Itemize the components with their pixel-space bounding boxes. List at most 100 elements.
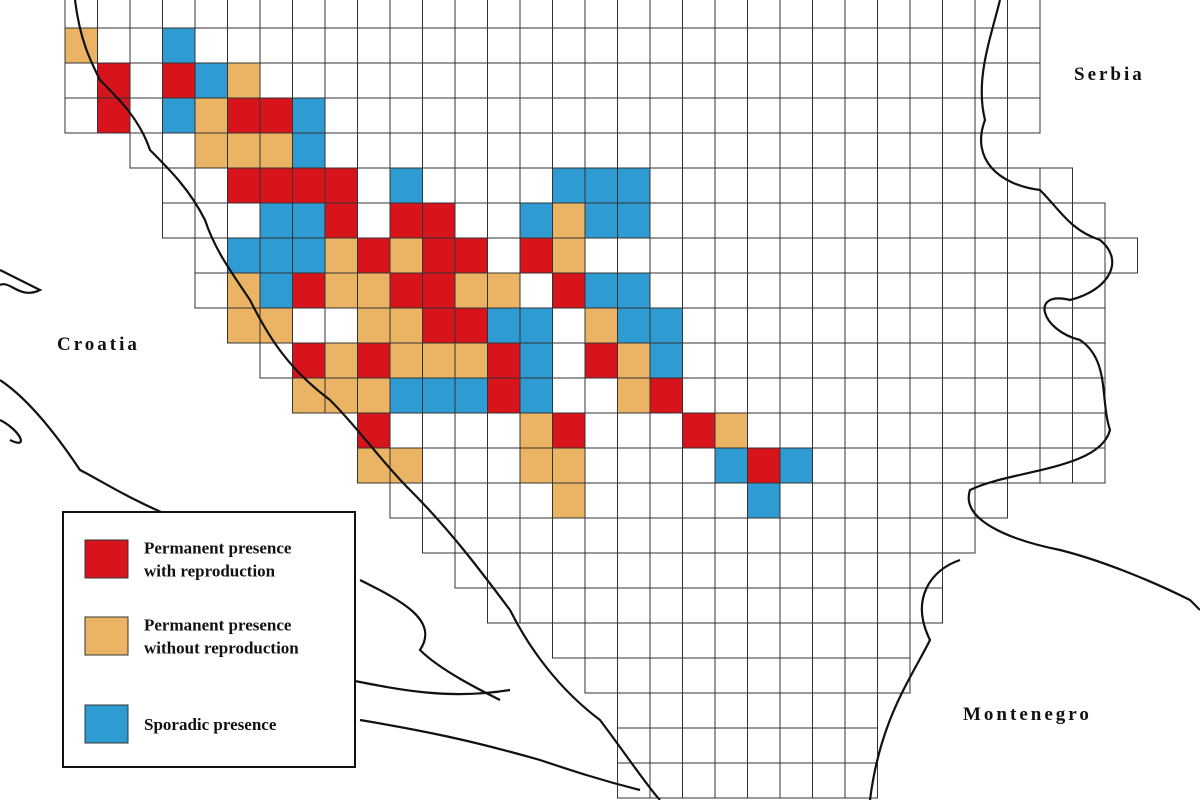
presence-cell [520,448,553,483]
presence-cell [325,168,358,203]
presence-cell [260,98,293,133]
presence-cell [357,308,390,343]
presence-cell [357,413,390,448]
presence-cell [520,203,553,238]
presence-cell [422,308,455,343]
presence-cell [357,273,390,308]
presence-cell [747,483,780,518]
presence-cell [260,133,293,168]
presence-cell [390,168,423,203]
presence-cell [520,238,553,273]
grid-cell [942,517,976,554]
presence-cell [617,168,650,203]
presence-cell [552,238,585,273]
presence-cell [520,378,553,413]
presence-cell [455,308,488,343]
legend-label: with reproduction [144,562,276,581]
presence-cell [422,273,455,308]
presence-cell [227,98,260,133]
presence-cell [585,308,618,343]
presence-cell [487,308,520,343]
legend-swatch [84,539,129,579]
presence-cell [650,378,683,413]
presence-cell [682,413,715,448]
presence-cell [292,203,325,238]
presence-cell [325,378,358,413]
presence-cell [390,448,423,483]
presence-cell [422,343,455,378]
presence-cell [487,378,520,413]
presence-cell [227,168,260,203]
presence-cell [747,448,780,483]
presence-cell [292,273,325,308]
presence-cell [617,308,650,343]
presence-cell [422,238,455,273]
legend-label: Sporadic presence [144,715,277,734]
presence-cell [390,308,423,343]
presence-cell [390,378,423,413]
presence-cell [227,133,260,168]
presence-cell [195,63,228,98]
presence-cell [552,168,585,203]
presence-cell [617,343,650,378]
presence-cell [162,98,195,133]
presence-cell [227,308,260,343]
grid-cell [1072,447,1106,484]
presence-cell [292,98,325,133]
presence-cell [650,343,683,378]
presence-cell [585,203,618,238]
legend-swatch [84,616,129,656]
presence-cell [780,448,813,483]
presence-cell [585,168,618,203]
presence-cell [227,238,260,273]
presence-cell [552,273,585,308]
presence-cell [325,273,358,308]
presence-cell [162,63,195,98]
legend-swatch [84,704,129,744]
presence-cell [195,133,228,168]
presence-cell [520,413,553,448]
presence-cell [617,273,650,308]
presence-cell [195,98,228,133]
presence-cell [487,273,520,308]
presence-cell [325,343,358,378]
presence-cell [552,448,585,483]
presence-cell [585,343,618,378]
presence-cell [585,273,618,308]
presence-cell [357,448,390,483]
country-label: Montenegro [963,704,1092,725]
legend-label: Permanent presence [144,539,292,558]
presence-cell [455,343,488,378]
grid-cell [844,762,878,799]
presence-cell [260,238,293,273]
grid [64,0,1138,799]
presence-cell [455,273,488,308]
presence-cell [715,413,748,448]
presence-cell [325,203,358,238]
presence-cell [357,238,390,273]
presence-cell [357,343,390,378]
presence-cell [617,378,650,413]
presence-cell [227,63,260,98]
grid-cell [1104,237,1138,274]
presence-cell [260,168,293,203]
presence-cell [390,203,423,238]
legend: Permanent presence with reproduction Perma… [62,511,356,768]
presence-cell [487,343,520,378]
presence-cell [520,308,553,343]
presence-cell [260,308,293,343]
presence-cell [292,238,325,273]
presence-cell [617,203,650,238]
country-label: Croatia [57,334,140,355]
legend-label: without reproduction [144,639,299,658]
presence-cell [260,203,293,238]
presence-cell [455,378,488,413]
presence-cell [97,63,130,98]
presence-cell [162,28,195,63]
grid-cell [1007,97,1041,134]
presence-cell [292,133,325,168]
presence-cell [422,378,455,413]
country-label: Serbia [1074,64,1145,85]
presence-cell [520,343,553,378]
